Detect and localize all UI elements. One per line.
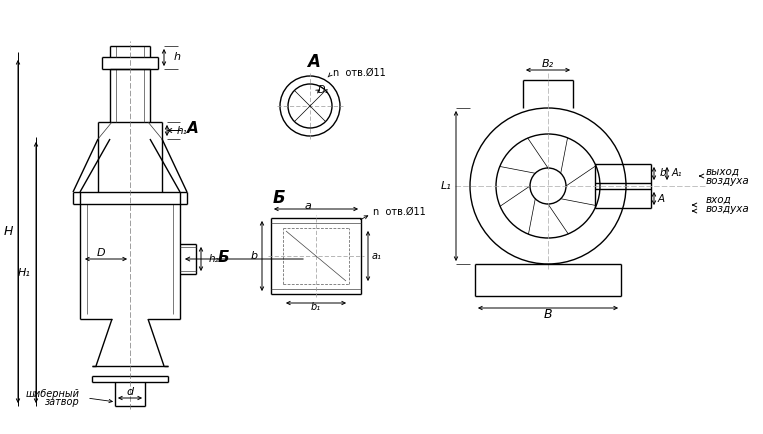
Text: a₁: a₁	[372, 251, 382, 261]
Text: A: A	[658, 194, 665, 204]
Text: n  отв.Ø11: n отв.Ø11	[373, 207, 426, 217]
Text: B₂: B₂	[542, 59, 554, 69]
Text: Б: Б	[272, 189, 285, 207]
Text: шиберный: шиберный	[26, 389, 80, 399]
Text: вход: вход	[706, 195, 732, 205]
Text: H₁: H₁	[18, 267, 31, 277]
Text: Б: Б	[218, 250, 230, 264]
Text: n  отв.Ø11: n отв.Ø11	[333, 68, 386, 78]
Text: b: b	[660, 168, 667, 178]
Text: L₁: L₁	[440, 181, 451, 191]
Text: A₁: A₁	[672, 168, 682, 178]
Text: h: h	[174, 53, 181, 62]
Text: b₁: b₁	[311, 302, 321, 312]
Text: b: b	[251, 251, 258, 261]
Text: воздуха: воздуха	[706, 204, 750, 214]
Text: воздуха: воздуха	[706, 176, 750, 186]
Text: А: А	[187, 121, 198, 136]
Text: a: a	[304, 201, 311, 211]
Text: h₁: h₁	[177, 125, 188, 135]
Text: h₂: h₂	[209, 254, 220, 264]
Text: выход: выход	[706, 167, 740, 177]
Text: А: А	[307, 53, 320, 71]
Text: затвор: затвор	[45, 397, 80, 407]
Text: D: D	[97, 248, 105, 258]
Text: H: H	[4, 225, 13, 238]
Text: D₁: D₁	[318, 85, 330, 95]
Text: B: B	[544, 308, 552, 320]
Text: d: d	[127, 387, 134, 397]
